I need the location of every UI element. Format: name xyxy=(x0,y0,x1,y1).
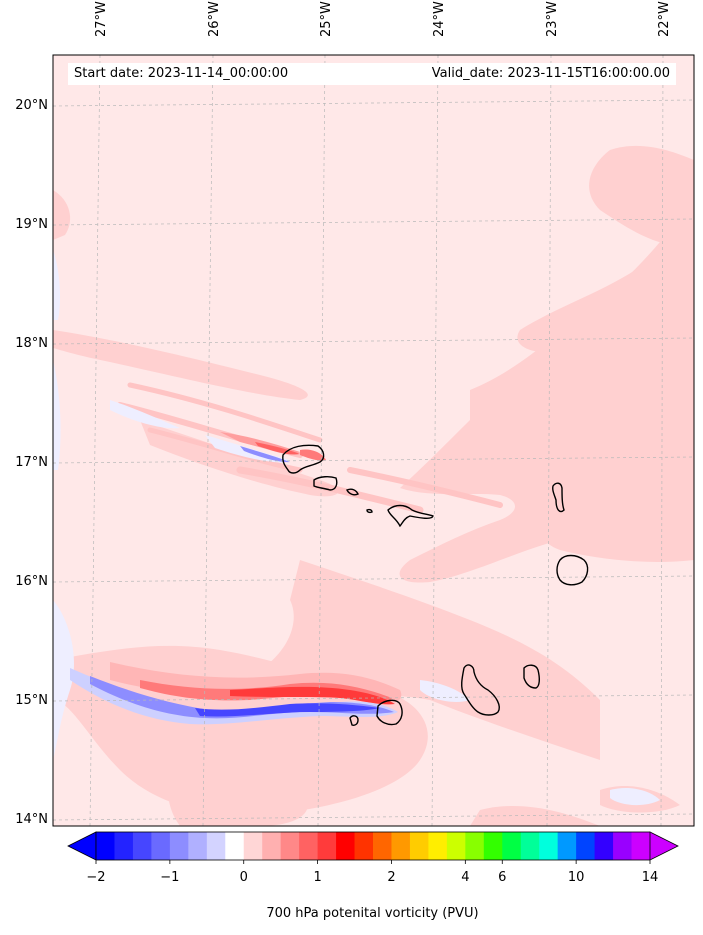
colorbar-extend-high xyxy=(649,831,679,861)
colorbar-swatch xyxy=(317,832,337,860)
colorbar-swatch xyxy=(96,832,116,860)
lat-label-20n: 20°N xyxy=(15,98,48,113)
colorbar-swatch xyxy=(169,832,189,860)
colorbar-swatch xyxy=(428,832,448,860)
colorbar-swatch xyxy=(446,832,466,860)
maio-coast xyxy=(523,664,541,689)
lat-label-14n: 14°N xyxy=(15,812,48,827)
colorbar-tick-label: 2 xyxy=(387,870,396,885)
lon-label-24w: 24°W xyxy=(432,1,447,37)
colorbar-swatch xyxy=(280,832,300,860)
colorbar-swatch xyxy=(465,832,485,860)
lon-label-22w: 22°W xyxy=(657,1,672,37)
map-area xyxy=(53,55,694,826)
colorbar-tick-label: 6 xyxy=(498,870,507,885)
colorbar-swatch xyxy=(336,832,356,860)
colorbar-tick-label: −2 xyxy=(86,870,106,885)
colorbar-swatch xyxy=(520,832,540,860)
colorbar-swatch xyxy=(613,832,633,860)
colorbar-extend-low xyxy=(67,831,97,861)
sao-vicente-coast xyxy=(313,475,338,491)
colorbar-swatch xyxy=(243,832,263,860)
santa-luzia-coast xyxy=(346,488,359,496)
colorbar-swatch xyxy=(132,832,152,860)
brava-coast xyxy=(349,715,359,726)
colorbar-swatch xyxy=(188,832,208,860)
colorbar-swatch xyxy=(576,832,596,860)
colorbar-swatch xyxy=(262,832,282,860)
colorbar-swatch xyxy=(483,832,503,860)
start-date-label: Start date: 2023-11-14_00:00:00 xyxy=(68,63,406,85)
santo-antao-dipole xyxy=(220,432,326,463)
lat-label-19n: 19°N xyxy=(15,217,48,232)
colorbar-label: 700 hPa potenital vorticity (PVU) xyxy=(266,906,479,921)
colorbar xyxy=(67,831,679,864)
colorbar-tick-label: 4 xyxy=(461,870,470,885)
raso-coast xyxy=(366,508,373,514)
lat-label-16n: 16°N xyxy=(15,574,48,589)
colorbar-swatch xyxy=(631,832,651,860)
pv-dipole-streamer xyxy=(70,662,402,725)
colorbar-tick-label: 0 xyxy=(239,870,248,885)
lon-label-23w: 23°W xyxy=(545,1,560,37)
cape-verde-coastlines xyxy=(282,444,589,726)
graticule xyxy=(53,55,694,826)
map-frame xyxy=(52,54,695,827)
santo-antao-coast xyxy=(282,444,325,474)
lon-label-26w: 26°W xyxy=(207,1,222,37)
santiago-coast xyxy=(461,664,500,716)
colorbar-tick-label: −1 xyxy=(160,870,180,885)
sal-coast xyxy=(552,482,565,513)
colorbar-swatch xyxy=(206,832,226,860)
colorbar-swatch xyxy=(354,832,374,860)
colorbar-frame xyxy=(95,831,651,861)
colorbar-swatch xyxy=(539,832,559,860)
colorbar-tick-label: 14 xyxy=(641,870,659,885)
colorbar-swatch xyxy=(151,832,171,860)
colorbar-swatch xyxy=(557,832,577,860)
lat-label-15n: 15°N xyxy=(15,693,48,708)
colorbar-swatch xyxy=(409,832,429,860)
colorbar-swatch xyxy=(502,832,522,860)
lat-label-17n: 17°N xyxy=(15,455,48,470)
lon-label-27w: 27°W xyxy=(94,1,109,37)
colorbar-swatch xyxy=(391,832,411,860)
colorbar-swatch xyxy=(373,832,393,860)
colorbar-swatch xyxy=(225,832,245,860)
lon-label-25w: 25°W xyxy=(319,1,334,37)
lat-label-18n: 18°N xyxy=(15,336,48,351)
boa-vista-coast xyxy=(556,554,589,586)
colorbar-swatch xyxy=(114,832,134,860)
colorbar-tick-label: 1 xyxy=(313,870,322,885)
colorbar-swatch xyxy=(299,832,319,860)
sao-nicolau-coast xyxy=(387,504,434,528)
colorbar-swatch xyxy=(594,832,614,860)
colorbar-tick-label: 10 xyxy=(567,870,585,885)
valid-date-label: Valid_date: 2023-11-15T16:00:00.00 xyxy=(404,63,676,85)
fogo-coast xyxy=(376,699,403,726)
